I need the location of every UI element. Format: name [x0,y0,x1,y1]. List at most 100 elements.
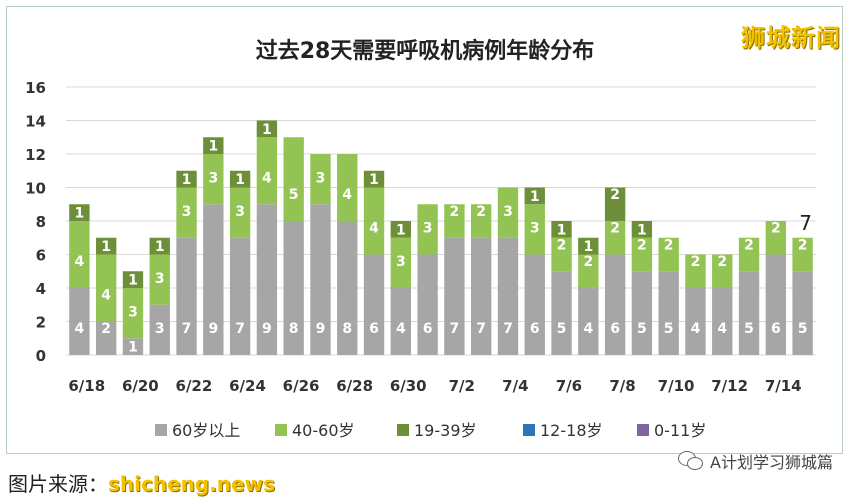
bar-segment [69,288,90,355]
bar-segment [122,271,144,288]
data-label: 5 [744,321,754,337]
bar-segment [444,204,465,238]
bar-segment [631,237,653,272]
data-label: 2 [583,254,593,270]
bar-segment [578,288,599,355]
x-tick-label: 6/22 [176,377,213,395]
data-label: 7 [182,321,192,337]
data-label: 1 [396,222,406,238]
bar-segment [658,237,679,272]
bar-segment [658,271,679,355]
data-label: 3 [316,170,326,186]
bar-segment [229,187,251,238]
bar-segment [604,254,626,355]
bar-segment [578,237,599,255]
bar-segment [765,221,786,255]
data-label: 1 [530,189,540,205]
bar-segment [685,288,706,355]
bar-segment [310,204,331,355]
x-tick-label: 6/26 [283,377,320,395]
data-label: 5 [557,321,567,337]
data-label: 6 [610,321,620,337]
legend-label: 0-11岁 [654,421,706,440]
bar-segment [444,237,465,355]
data-label: 4 [342,187,352,203]
bar-segment [471,204,492,238]
data-label: 2 [610,187,620,203]
legend-label: 12-18岁 [540,421,603,440]
data-label: 9 [262,321,272,337]
data-label: 2 [664,237,674,253]
data-label: 4 [75,254,85,270]
x-tick-label: 6/18 [68,377,105,395]
source-credit: 图片来源：shicheng.news [8,468,275,497]
bar-segment [149,304,170,355]
data-label: 1 [369,172,379,188]
data-label: 2 [798,237,808,253]
data-label: 6 [369,321,379,337]
source-site: shicheng.news [108,472,275,496]
bar-segment [283,137,304,221]
legend-label: 40-60岁 [292,421,355,440]
data-label: 1 [128,273,138,289]
y-tick-label: 14 [25,113,46,131]
data-label: 5 [289,187,299,203]
x-tick-label: 7/12 [711,377,748,395]
bar-segment [310,154,331,205]
data-label: 4 [583,321,593,337]
bar-segment [631,271,653,355]
y-tick-label: 6 [36,247,46,265]
bar-segment [229,170,251,188]
data-label: 8 [342,321,352,337]
bar-segment [497,187,519,238]
data-label: 7 [235,321,245,337]
x-tick-label: 7/10 [658,377,695,395]
y-tick-label: 16 [25,79,46,97]
bar-segment [604,187,626,221]
legend-label: 19-39岁 [414,421,477,440]
bar-segment [551,221,572,238]
bar-segment [96,254,117,322]
x-tick-label: 6/24 [229,377,266,395]
bar-segment [256,120,278,138]
x-tick-label: 6/30 [390,377,427,395]
bar-segment [471,237,492,355]
bar-segment [256,137,278,205]
data-label: 1 [262,122,272,138]
source-label: 图片来源： [8,472,108,496]
data-label: 9 [316,321,326,337]
data-label: 6 [771,321,781,337]
bar-segment [390,237,411,288]
data-label: 4 [369,221,379,237]
x-tick-label: 7/6 [556,377,582,395]
bar-segment [363,170,385,188]
data-label: 3 [208,170,218,186]
bar-segment [149,254,170,305]
data-label: 2 [476,204,486,220]
x-tick-label: 7/8 [609,377,635,395]
data-label: 3 [182,204,192,220]
data-label: 1 [235,172,245,188]
data-label: 8 [289,321,299,337]
legend-swatch [397,424,409,436]
y-tick-label: 10 [25,180,46,198]
bar-segment [524,254,545,355]
bar-segment [524,187,545,205]
data-label: 3 [423,221,433,237]
y-tick-label: 12 [25,146,46,164]
data-label: 3 [235,204,245,220]
x-tick-label: 6/28 [336,377,373,395]
bar-segment [96,237,117,255]
y-tick-label: 4 [36,280,46,298]
data-label: 1 [583,239,593,255]
bar-segment [149,237,170,255]
data-label: 2 [557,237,567,253]
data-label: 2 [771,221,781,237]
data-label: 4 [101,288,111,304]
legend-swatch [523,424,535,436]
bar-segment [176,237,197,355]
data-label: 5 [798,321,808,337]
bar-segment [337,154,358,221]
bar-segment [792,271,813,355]
stacked-bar-chart: 过去28天需要呼吸机病例年龄分布024681012141644124113133… [25,38,816,440]
